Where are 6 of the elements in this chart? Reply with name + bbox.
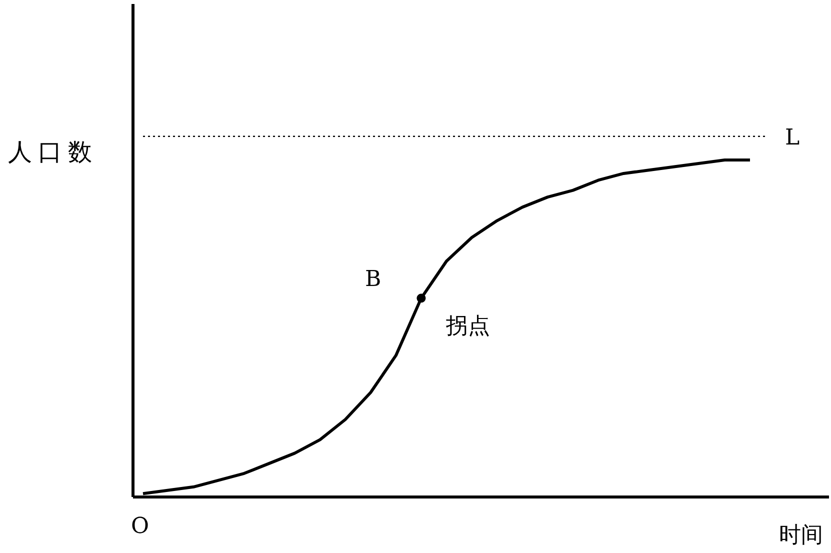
annotation: 拐点 xyxy=(445,314,490,340)
ref-line-label: L xyxy=(785,125,800,150)
x-axis-title: 时间 xyxy=(779,523,823,548)
annotation: B xyxy=(365,267,382,292)
y-axis-title: 人口数 xyxy=(8,138,98,166)
text: O xyxy=(130,514,150,539)
